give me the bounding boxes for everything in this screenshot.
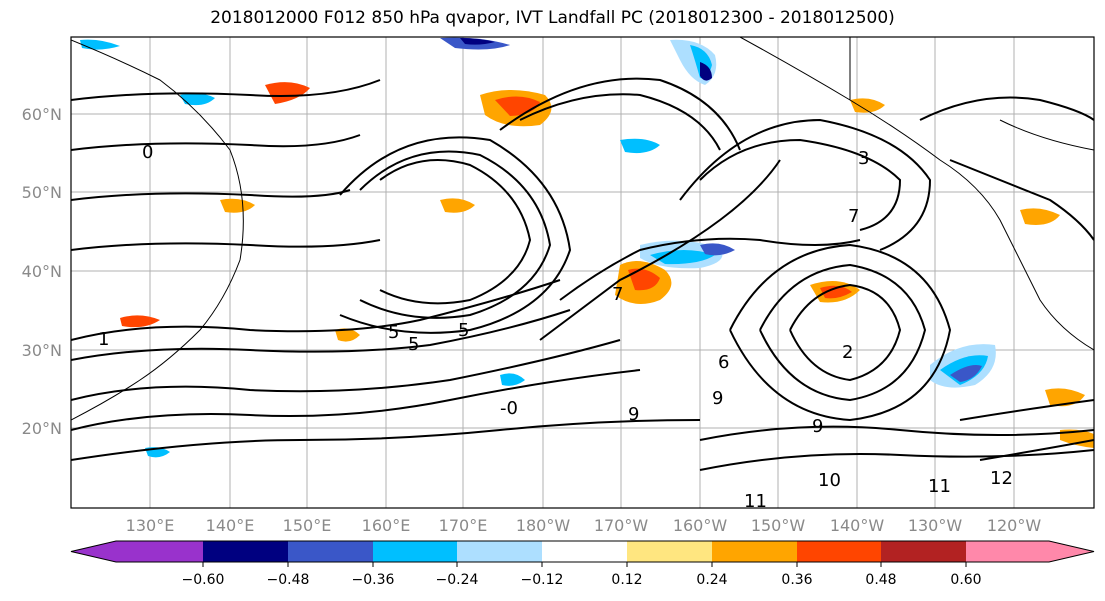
contour-label: 3 bbox=[858, 148, 869, 169]
lon-label: 180°W bbox=[516, 516, 571, 535]
colorbar-tick: −0.48 bbox=[267, 572, 310, 588]
colorbar-tick: 0.12 bbox=[611, 572, 642, 588]
lat-label: 60°N bbox=[22, 105, 62, 124]
map-frame bbox=[70, 36, 1095, 509]
contour-label: 7 bbox=[848, 206, 859, 227]
colorbar-seg-4 bbox=[457, 541, 542, 562]
lon-label: 130°W bbox=[908, 516, 963, 535]
contour-label: 9 bbox=[628, 404, 639, 425]
lon-labels: 130°E 140°E 150°E 160°E 170°E 180°W 170°… bbox=[126, 516, 1042, 535]
contour-label: 2 bbox=[842, 342, 853, 363]
contour-label: 11 bbox=[928, 476, 951, 497]
lat-label: 40°N bbox=[22, 262, 62, 281]
contour-label: 7 bbox=[612, 284, 623, 305]
colorbar-tick: −0.12 bbox=[521, 572, 564, 588]
lat-labels: 60°N 50°N 40°N 30°N 20°N bbox=[22, 105, 62, 438]
contour-label: 1 bbox=[98, 329, 109, 350]
contour-label: 6 bbox=[718, 352, 729, 373]
lat-label: 20°N bbox=[22, 419, 62, 438]
contour-label: 0 bbox=[142, 142, 153, 163]
lon-label: 170°E bbox=[439, 516, 488, 535]
colorbar-tick: 0.24 bbox=[696, 572, 727, 588]
contour-label: 5 bbox=[388, 322, 399, 343]
colorbar-seg-8 bbox=[797, 541, 881, 562]
colorbar-ticks: −0.60 −0.48 −0.36 −0.24 −0.12 0.12 0.24 … bbox=[182, 572, 982, 588]
coastlines bbox=[71, 37, 1094, 421]
map-panel: 5 5 5 7 6 9 9 11 11 10 12 3 2 1 0 -0 9 7 bbox=[71, 37, 1094, 512]
lon-label: 120°W bbox=[987, 516, 1042, 535]
lon-label: 170°W bbox=[594, 516, 649, 535]
colorbar-tick: −0.36 bbox=[352, 572, 395, 588]
colorbar-seg-9 bbox=[881, 541, 966, 562]
lat-label: 50°N bbox=[22, 183, 62, 202]
contour-label: 9 bbox=[812, 416, 823, 437]
contour-label: 5 bbox=[458, 320, 469, 341]
colorbar-seg-2 bbox=[288, 541, 373, 562]
colorbar-seg-7 bbox=[712, 541, 797, 562]
lat-label: 30°N bbox=[22, 341, 62, 360]
map-title: 2018012000 F012 850 hPa qvapor, IVT Land… bbox=[210, 8, 895, 28]
lon-label: 160°W bbox=[673, 516, 728, 535]
ivt-contours bbox=[71, 77, 1094, 471]
lon-label: 160°E bbox=[362, 516, 411, 535]
colorbar: −0.60 −0.48 −0.36 −0.24 −0.12 0.12 0.24 … bbox=[70, 540, 1095, 588]
colorbar-tick: −0.24 bbox=[436, 572, 479, 588]
contour-label: 10 bbox=[818, 470, 841, 491]
lon-label: 150°W bbox=[751, 516, 806, 535]
contour-label: -0 bbox=[500, 398, 518, 419]
colorbar-seg-10 bbox=[966, 541, 1094, 562]
qvapor-shading bbox=[80, 37, 1094, 458]
lon-label: 140°E bbox=[206, 516, 255, 535]
contour-label: 5 bbox=[408, 334, 419, 355]
colorbar-tick: 0.60 bbox=[950, 572, 981, 588]
colorbar-tick: 0.48 bbox=[865, 572, 896, 588]
contour-labels: 5 5 5 7 6 9 9 11 11 10 12 3 2 1 0 -0 9 7 bbox=[98, 142, 1013, 512]
lon-label: 140°W bbox=[830, 516, 885, 535]
colorbar-seg-1 bbox=[203, 541, 288, 562]
colorbar-seg-6 bbox=[627, 541, 712, 562]
colorbar-tick: −0.60 bbox=[182, 572, 225, 588]
colorbar-seg-0 bbox=[71, 541, 203, 562]
colorbar-seg-5 bbox=[542, 541, 627, 562]
contour-label: 12 bbox=[990, 468, 1013, 489]
colorbar-seg-3 bbox=[373, 541, 457, 562]
contour-label: 11 bbox=[744, 491, 767, 512]
lon-label: 150°E bbox=[283, 516, 332, 535]
contour-label: 9 bbox=[712, 388, 723, 409]
lon-label: 130°E bbox=[126, 516, 175, 535]
colorbar-tick: 0.36 bbox=[781, 572, 812, 588]
